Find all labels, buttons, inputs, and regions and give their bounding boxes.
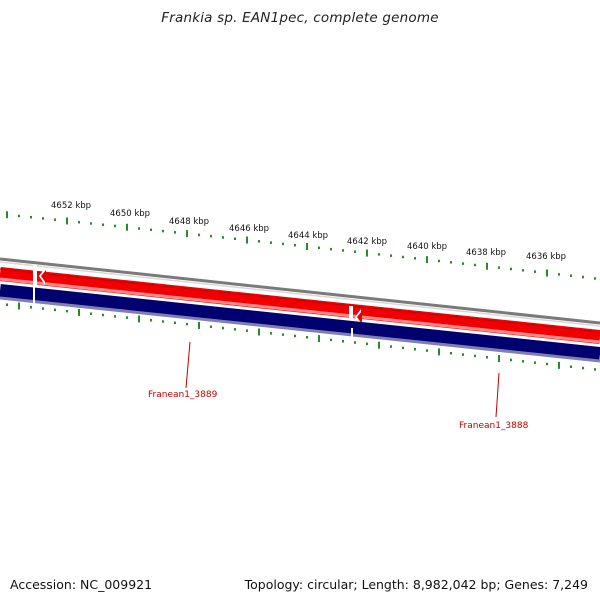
kbp-label: 4650 kbp [110,209,150,219]
kbp-label: 4636 kbp [526,252,566,262]
backbone-track [0,257,600,325]
topology-text: Topology: circular; Length: 8,982,042 bp… [244,577,588,592]
kbp-labels: 4652 kbp 4650 kbp 4648 kbp 4646 kbp 4644… [51,201,566,262]
reverse-strand-track [0,284,600,361]
gene-leader-line [495,372,500,418]
kbp-scale-ticks [6,211,596,280]
inner-scale-ticks [6,302,596,371]
forward-strand-track [0,267,600,344]
kbp-label: 4648 kbp [169,217,209,227]
kbp-label: 4642 kbp [347,237,387,247]
gene-label-franean1-3889[interactable]: Franean1_3889 [148,390,218,400]
kbp-label: 4644 kbp [288,231,328,241]
kbp-label: 4646 kbp [229,224,269,234]
accession-text: Accession: NC_009921 [10,577,153,592]
gene-boundary-arrow-3889[interactable] [33,265,46,287]
gene-leader-line [185,341,191,389]
kbp-label: 4652 kbp [51,201,91,211]
genome-title: Frankia sp. EAN1pec, complete genome [161,10,439,26]
kbp-label: 4638 kbp [466,248,506,258]
kbp-label: 4640 kbp [407,242,447,252]
gene-label-franean1-3888[interactable]: Franean1_3888 [459,421,529,431]
